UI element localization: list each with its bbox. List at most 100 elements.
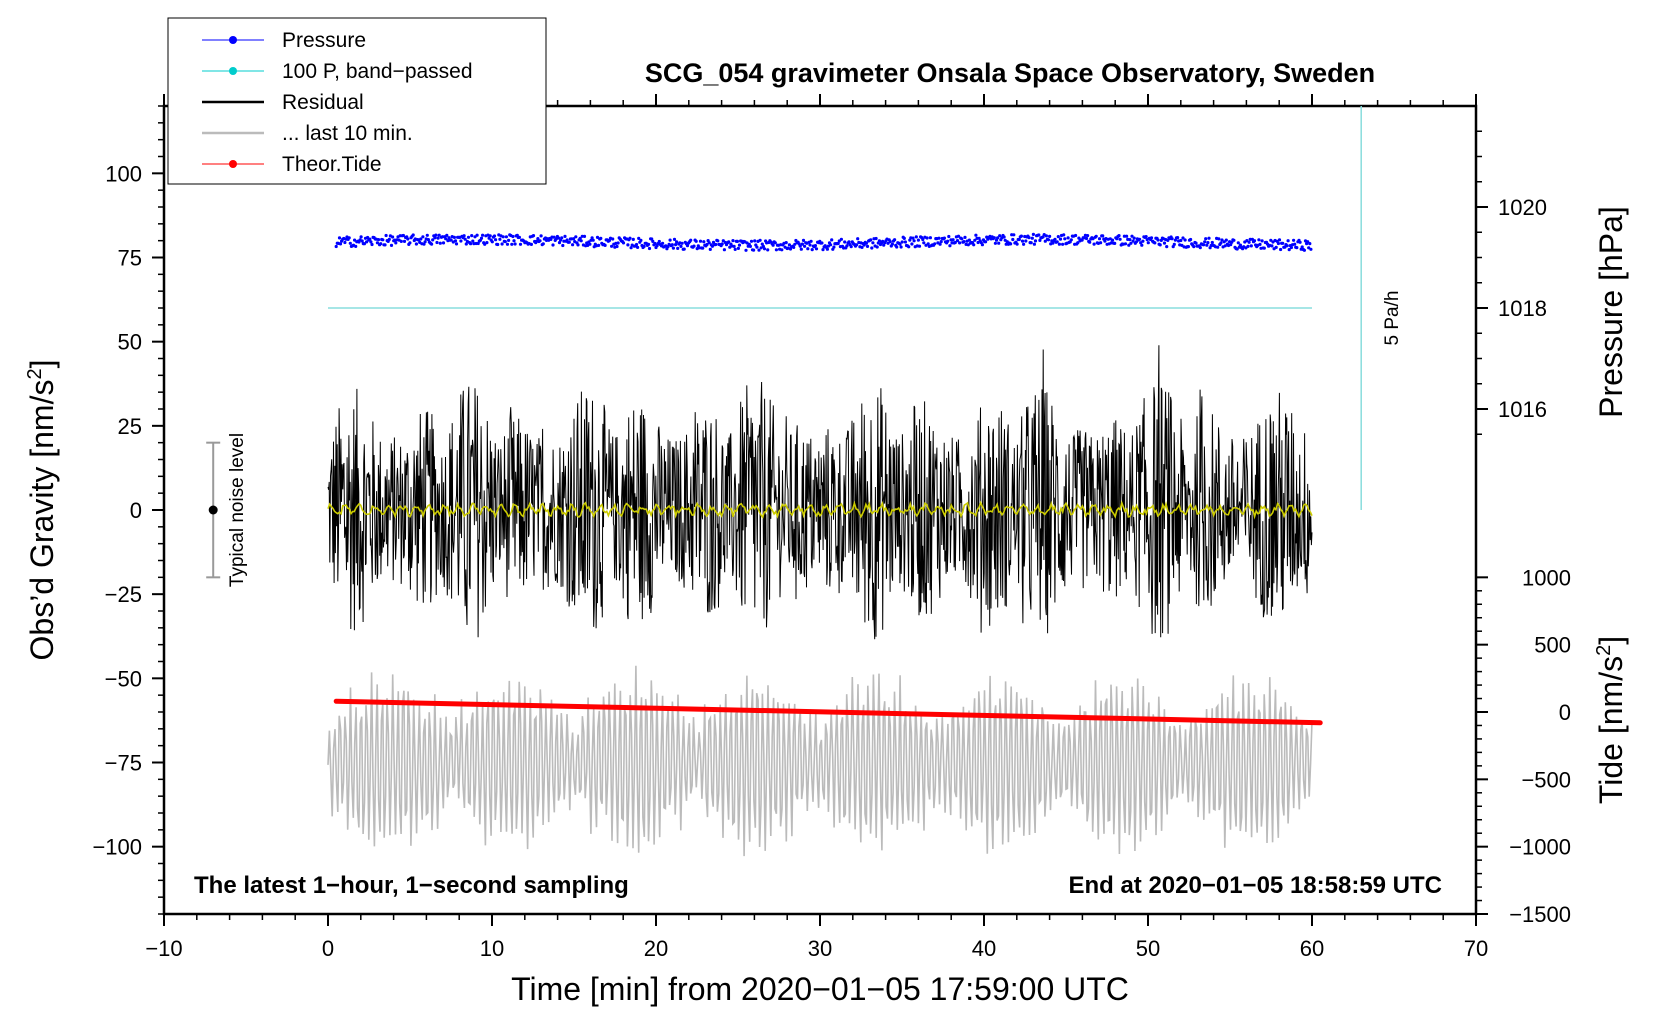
y-tick-label: −100 (92, 835, 142, 860)
pressure-point (869, 238, 873, 242)
pressure-point (1158, 243, 1162, 247)
pressure-point (895, 245, 899, 249)
pressure-point (766, 248, 770, 252)
pressure-point (1202, 243, 1206, 247)
pressure-point (1033, 239, 1038, 243)
pressure-point (582, 234, 587, 238)
pressure-point (469, 242, 473, 246)
pressure-point (903, 240, 908, 244)
pressure-point (1128, 238, 1132, 242)
pressure-point (551, 243, 555, 247)
tide-tick-label: −1000 (1509, 835, 1571, 860)
noise-bar-label: Typical noise level (227, 433, 248, 587)
pressure-point (1295, 246, 1299, 250)
pressure-point (1066, 236, 1070, 240)
tide-tick-label: −500 (1521, 767, 1571, 792)
pressure-point (938, 242, 942, 246)
pressure-point (799, 247, 803, 251)
pressure-point (1235, 247, 1239, 251)
pressure-point (437, 233, 441, 237)
pressure-point (419, 237, 423, 241)
pressure-point (401, 233, 405, 238)
residual-smoothed-series (327, 500, 1313, 520)
pressure-point (517, 235, 522, 239)
pressure-point (951, 238, 955, 242)
pressure-point (907, 245, 911, 249)
pressure-point (1298, 240, 1302, 244)
pressure-point (421, 235, 425, 239)
pressure-point (453, 239, 458, 243)
pressure-point (1122, 234, 1126, 238)
pressure-point (1051, 241, 1055, 245)
pressure-tick-label: 1016 (1498, 397, 1547, 422)
pressure-point (536, 237, 540, 241)
pressure-point (874, 236, 878, 241)
pressure-point (642, 244, 646, 248)
pressure-point (692, 244, 696, 248)
pressure-point (1134, 240, 1138, 244)
pressure-point (1252, 239, 1257, 243)
pressure-point (1257, 238, 1261, 242)
pressure-point (1086, 234, 1090, 238)
y-axis-title-tide: Tide [nm/s2] (1593, 636, 1629, 804)
pressure-point (1084, 236, 1089, 241)
pressure-point (434, 233, 438, 237)
pressure-point (1058, 237, 1063, 241)
pressure-point (518, 242, 523, 246)
pressure-point (806, 247, 810, 251)
pressure-point (849, 245, 853, 249)
x-tick-label: −10 (145, 936, 182, 961)
pressure-point (485, 241, 489, 245)
pressure-point (1061, 242, 1065, 246)
pressure-point (871, 241, 875, 245)
pressure-point (603, 243, 607, 247)
pressure-point (963, 235, 967, 239)
pressure-point (732, 244, 736, 248)
legend-label: Residual (282, 91, 364, 114)
pressure-point (447, 236, 451, 240)
pressure-point (541, 242, 545, 246)
pressure-point (882, 243, 886, 247)
pressure-point (1024, 239, 1028, 243)
pressure-point (998, 234, 1002, 238)
pressure-point (980, 243, 985, 247)
pressure-point (411, 233, 415, 237)
pressure-point (1172, 242, 1176, 246)
pressure-point (960, 237, 964, 241)
pressure-point (348, 241, 352, 245)
pressure-point (505, 242, 510, 246)
pressure-point (1176, 236, 1180, 240)
pressure-point (1099, 241, 1103, 245)
legend-swatch-dot (229, 67, 237, 75)
pressure-point (671, 246, 676, 250)
pressure-point (682, 247, 686, 251)
x-axis: −10 0 10 20 30 40 50 60 70 (145, 94, 1488, 961)
y-axis-gravity: 100 75 50 25 0 −25 −50 −75 −100 (92, 105, 164, 915)
pressure-point (431, 238, 435, 242)
pressure-point (758, 238, 762, 242)
pressure-point (1289, 245, 1293, 250)
pressure-point (379, 242, 383, 246)
pressure-point (948, 244, 952, 248)
pressure-point (449, 238, 453, 242)
y-axis-title-gravity-main: Obs’d Gravity [nm/s (24, 380, 60, 661)
pressure-point (752, 248, 756, 252)
pressure-point (843, 240, 847, 244)
pressure-point (591, 238, 595, 242)
pressure-point (1238, 243, 1242, 247)
pressure-point (910, 242, 914, 246)
pressure-point (399, 239, 403, 243)
tide-tick-label: 0 (1559, 700, 1571, 725)
pressure-point (441, 241, 446, 245)
pressure-point (716, 239, 720, 243)
noise-bar-center (208, 505, 218, 515)
pressure-point (1044, 234, 1048, 238)
pressure-point (498, 237, 502, 241)
pressure-point (338, 242, 343, 246)
pressure-point (384, 233, 388, 238)
annotation-bottom-left: The latest 1−hour, 1−second sampling (194, 872, 629, 899)
pressure-point (744, 248, 748, 252)
pressure-point (481, 233, 485, 237)
pressure-point (1229, 243, 1233, 247)
pressure-point (389, 243, 394, 247)
